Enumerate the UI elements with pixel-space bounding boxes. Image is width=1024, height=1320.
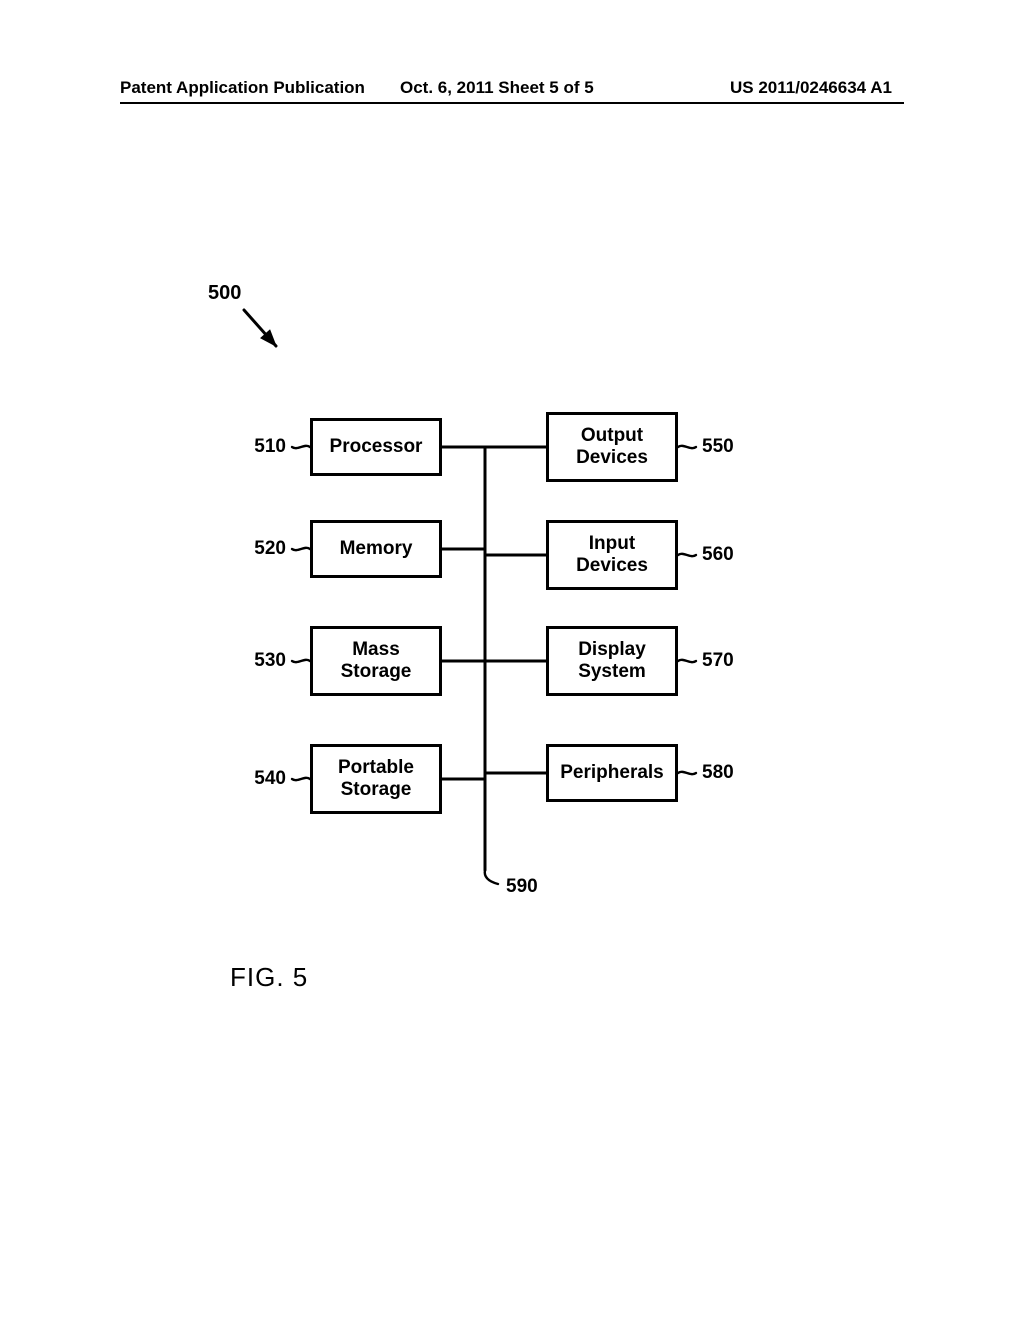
- box-label: Memory: [340, 538, 413, 560]
- diagram-overlay: [0, 0, 1024, 1320]
- box-label: PortableStorage: [338, 757, 414, 801]
- box-label: InputDevices: [576, 533, 648, 577]
- left-box-1: Memory: [310, 520, 442, 578]
- figure-caption: FIG. 5: [230, 962, 308, 993]
- ref-label-550: 550: [702, 436, 734, 458]
- right-box-3: Peripherals: [546, 744, 678, 802]
- left-box-0: Processor: [310, 418, 442, 476]
- bus-ref-label: 590: [506, 876, 538, 898]
- system-ref-label: 500: [208, 282, 241, 305]
- ref-label-580: 580: [702, 762, 734, 784]
- ref-label-540: 540: [246, 768, 286, 790]
- ref-label-510: 510: [246, 436, 286, 458]
- box-label: Processor: [330, 436, 423, 458]
- ref-label-570: 570: [702, 650, 734, 672]
- box-label: MassStorage: [341, 639, 412, 683]
- box-label: DisplaySystem: [578, 639, 646, 683]
- right-box-1: InputDevices: [546, 520, 678, 590]
- left-box-3: PortableStorage: [310, 744, 442, 814]
- ref-label-520: 520: [246, 538, 286, 560]
- right-box-2: DisplaySystem: [546, 626, 678, 696]
- left-box-2: MassStorage: [310, 626, 442, 696]
- box-label: OutputDevices: [576, 425, 648, 469]
- ref-label-530: 530: [246, 650, 286, 672]
- right-box-0: OutputDevices: [546, 412, 678, 482]
- box-label: Peripherals: [560, 762, 664, 784]
- ref-label-560: 560: [702, 544, 734, 566]
